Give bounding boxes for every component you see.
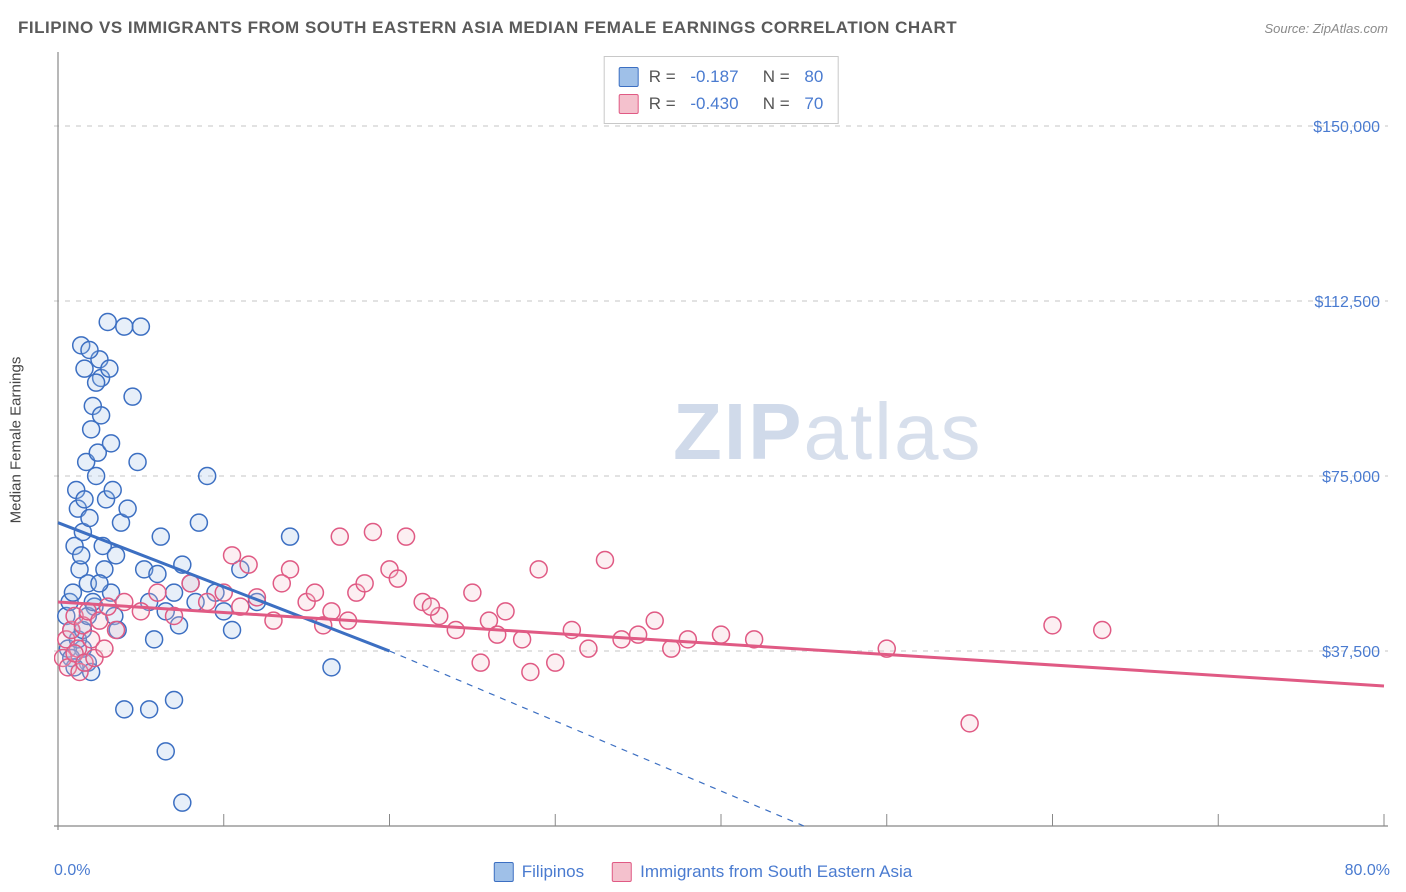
series-legend: Filipinos Immigrants from South Eastern A… (494, 862, 912, 882)
legend-n-value: 70 (800, 90, 824, 117)
svg-text:$112,500: $112,500 (1314, 294, 1380, 311)
legend-r-value: -0.430 (686, 90, 739, 117)
legend-item: Immigrants from South Eastern Asia (612, 862, 912, 882)
legend-swatch (494, 862, 514, 882)
legend-row: R = -0.187 N = 80 (619, 63, 824, 90)
chart-plot-area: $37,500$75,000$112,500$150,000 ZIPatlas … (54, 52, 1388, 830)
legend-label: Filipinos (522, 862, 584, 882)
legend-swatch (619, 94, 639, 114)
legend-label: Immigrants from South Eastern Asia (640, 862, 912, 882)
svg-text:$37,500: $37,500 (1322, 644, 1380, 661)
y-axis-label: Median Female Earnings (8, 357, 25, 524)
source-attribution: Source: ZipAtlas.com (1264, 21, 1388, 36)
scatter-chart-svg: $37,500 $75,000 $112,500 $150,000 (54, 52, 1388, 830)
svg-text:$75,000: $75,000 (1322, 469, 1380, 486)
x-axis-min-label: 0.0% (54, 862, 90, 880)
chart-title: FILIPINO VS IMMIGRANTS FROM SOUTH EASTER… (18, 18, 957, 38)
x-axis-max-label: 80.0% (1345, 862, 1390, 880)
legend-r-label: R = (649, 63, 676, 90)
svg-text:$150,000: $150,000 (1313, 119, 1380, 136)
legend-swatch (619, 67, 639, 87)
legend-r-label: R = (649, 90, 676, 117)
legend-swatch (612, 862, 632, 882)
correlation-legend: R = -0.187 N = 80R = -0.430 N = 70 (604, 56, 839, 124)
legend-row: R = -0.430 N = 70 (619, 90, 824, 117)
legend-n-label: N = (749, 63, 790, 90)
legend-item: Filipinos (494, 862, 584, 882)
legend-n-value: 80 (800, 63, 824, 90)
legend-n-label: N = (749, 90, 790, 117)
legend-r-value: -0.187 (686, 63, 739, 90)
